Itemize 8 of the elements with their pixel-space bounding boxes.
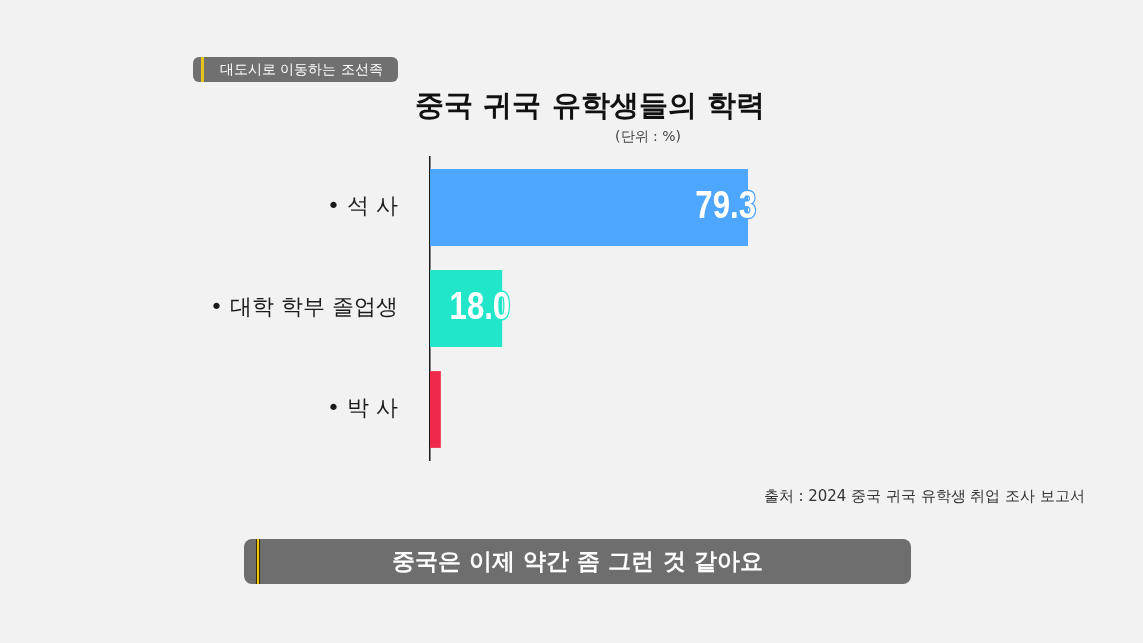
chart-title: 중국 귀국 유학생들의 학력 xyxy=(414,87,766,124)
text: 대도시로 이동하는 조선족 xyxy=(193,57,398,82)
text: 중국은 이제 약간 좀 그런 것 같아요 xyxy=(244,539,911,584)
y-tick-label: • 박 사 xyxy=(327,395,398,421)
y-tick-label: • 대학 학부 졸업생 xyxy=(210,294,398,320)
y-tick-label: • 석 사 xyxy=(327,193,398,219)
source-note: 출처 : 2024 중국 귀국 유학생 취업 조사 보고서 xyxy=(763,487,1085,506)
chart-subtitle: (단위 : %) xyxy=(614,128,682,146)
